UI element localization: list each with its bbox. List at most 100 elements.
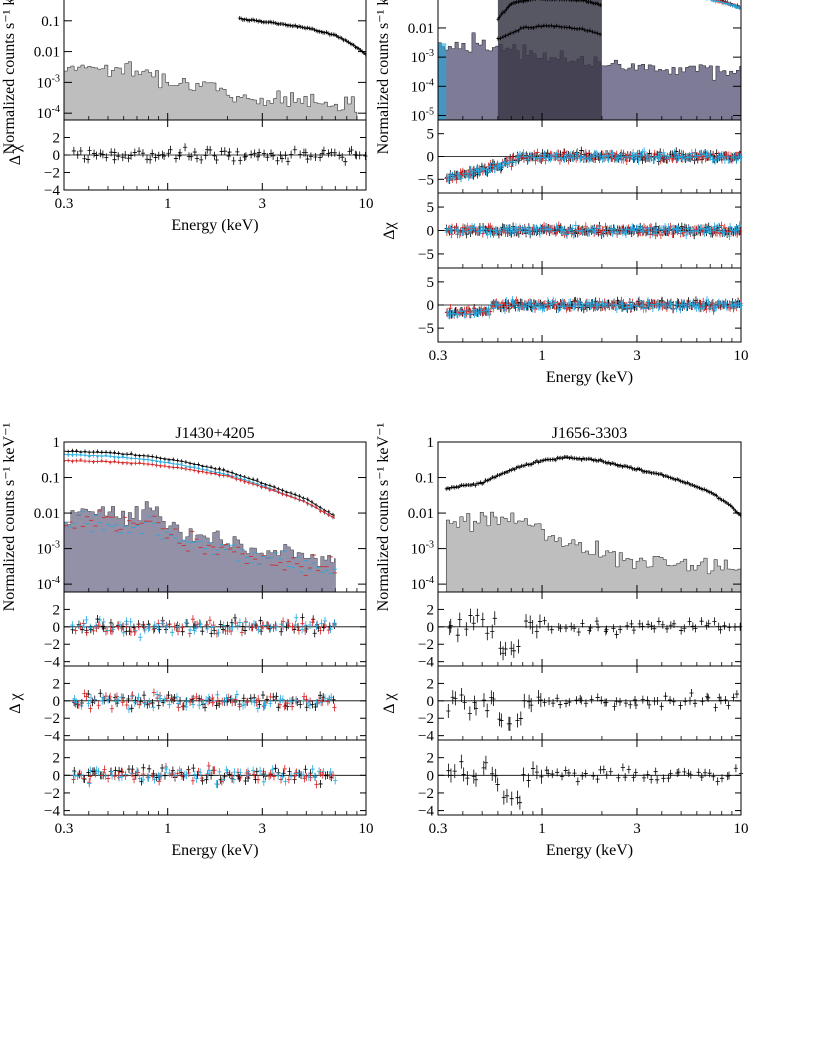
residual-points-cyan	[444, 147, 743, 184]
source-spectrum-cyan-model	[711, 0, 741, 9]
residual-points-black	[446, 754, 744, 810]
residual-row-2: 2 0−2 −4	[44, 665, 367, 745]
x-tick-label: 10	[734, 348, 749, 364]
x-tick-label: 10	[359, 821, 374, 837]
residual-points-cyan	[72, 690, 334, 714]
x-axis-label: Energy (keV)	[546, 842, 633, 859]
spectrum-plot	[64, 16, 366, 120]
x-tick-label: 1	[538, 821, 546, 837]
x-tick-label: 1	[538, 348, 546, 364]
y-tick-label: 0	[53, 620, 61, 636]
y-tick-label: 0	[427, 224, 435, 240]
y-tick-label: 5	[427, 127, 435, 143]
residual-points-cyan	[445, 295, 743, 319]
x-tick-label: 0.3	[55, 196, 74, 212]
y-tick-label: 0.01	[34, 45, 60, 61]
residual-row-3: 20 −2 −4	[418, 739, 744, 820]
y-tick-label: 2	[53, 602, 61, 618]
residual-points-cyan	[72, 765, 338, 788]
residual-points-black	[447, 608, 743, 661]
x-axis-label: Energy (keV)	[171, 217, 258, 234]
y-tick-label: 0	[427, 298, 435, 314]
residual-frame	[437, 739, 742, 816]
x-axis-label: Energy (keV)	[546, 369, 633, 386]
y-tick-label: 1	[427, 435, 435, 451]
y-tick-label: −4	[44, 804, 60, 820]
y-tick-label: 10-3	[411, 540, 434, 558]
soft-component-model	[497, 0, 602, 20]
x-tick-label: 0.3	[55, 821, 74, 837]
spectrum-plot	[64, 448, 338, 592]
y-tick-label: 0.01	[408, 506, 434, 522]
background-histogram	[445, 511, 741, 592]
y-tick-label: −2	[44, 711, 60, 727]
source-spectrum-cyan-points	[706, 0, 741, 11]
y-tick-label: 2	[53, 751, 61, 767]
y-tick-label: 2	[427, 676, 435, 692]
source-spectrum-cyan-model	[64, 453, 335, 519]
background-histogram	[64, 61, 358, 120]
x-axis: 0.3 1 3 10	[55, 113, 374, 212]
y-axis-label: Normalized counts s⁻¹ keV⁻¹	[1, 0, 18, 154]
source-spectrum-points	[237, 16, 366, 57]
y-tick-label: 2	[427, 602, 435, 618]
panel-title: J1430+4205	[175, 425, 254, 442]
background-histogram	[64, 501, 336, 592]
spectrum-plot	[444, 454, 741, 592]
x-tick-label: 1	[164, 196, 172, 212]
x-tick-label: 0.3	[429, 348, 448, 364]
chart-panel-top-left: 0.1 0.01 10-3 10-4 20 −2−40.3 1 3 10 Energy (keV)…	[1, 0, 374, 234]
y-tick-label: −5	[418, 172, 434, 188]
residual-row-3: 5 0 −5	[418, 267, 743, 343]
x-tick-label: 10	[734, 821, 749, 837]
y-tick-label: 10-4	[411, 77, 434, 95]
x-axis-label: Energy (keV)	[171, 842, 258, 859]
background-band	[497, 0, 602, 120]
y-tick-label: 0.1	[41, 14, 60, 30]
y-tick-label: −4	[418, 655, 434, 671]
residual-frame	[63, 739, 367, 816]
residual-row-2: 5 0 −5	[418, 192, 743, 269]
y-tick-label: 0	[53, 148, 61, 164]
soft-component-2-model	[497, 25, 602, 40]
y-tick-label: 0	[427, 694, 435, 710]
y-tick-label: 0	[427, 620, 435, 636]
y-tick-label: −2	[418, 637, 434, 653]
y-tick-label: −2	[44, 166, 60, 182]
x-tick-label: 3	[633, 821, 641, 837]
y-tick-label: 2	[53, 676, 61, 692]
y-axis-label: Normalized counts s⁻¹ keV⁻¹	[375, 422, 392, 611]
y-tick-label: −4	[418, 729, 434, 745]
source-spectrum-red-model	[64, 460, 335, 519]
y-tick-label: 5	[427, 275, 435, 291]
y-tick-label: 1	[53, 435, 61, 451]
residual-points-black	[446, 687, 740, 731]
residual-row-1: 2 0−2 −4	[418, 591, 743, 671]
x-axis: 0.3 1 3 10	[429, 113, 749, 364]
y-tick-label: −4	[418, 804, 434, 820]
residual-row-1: 20−2−4	[44, 119, 368, 199]
source-spectrum-black-model	[64, 450, 336, 517]
y-tick-label: 0	[53, 694, 61, 710]
y-tick-label: 0.01	[34, 506, 60, 522]
residual-points-black	[71, 143, 368, 166]
residual-axis-label: Δ χ	[7, 692, 24, 713]
x-tick-label: 3	[259, 821, 267, 837]
source-spectrum-model	[446, 457, 741, 517]
source-spectrum-points	[444, 454, 741, 518]
y-axis-label: Normalized counts s⁻¹ keV⁻¹	[1, 422, 18, 611]
y-tick-label: 10-3	[37, 73, 60, 91]
x-tick-label: 3	[259, 196, 267, 212]
y-tick-label: −5	[418, 247, 434, 263]
y-tick-label: 10-3	[411, 48, 434, 66]
chart-panel-top-right: 0.01 10-3 10-4 10-5 5 0 −5 5 0 −5 5 0 −5 0.3 1 3 10 Energ…	[375, 0, 749, 386]
y-tick-label: −2	[418, 711, 434, 727]
residual-points-cyan	[70, 613, 337, 642]
y-tick-label: 5	[427, 200, 435, 216]
panel-title: J1656-3303	[552, 425, 628, 442]
residual-row-1: 20−2−4	[44, 591, 367, 671]
y-tick-label: 2	[427, 751, 435, 767]
x-axis: 0.3 1 3 10	[429, 585, 749, 837]
